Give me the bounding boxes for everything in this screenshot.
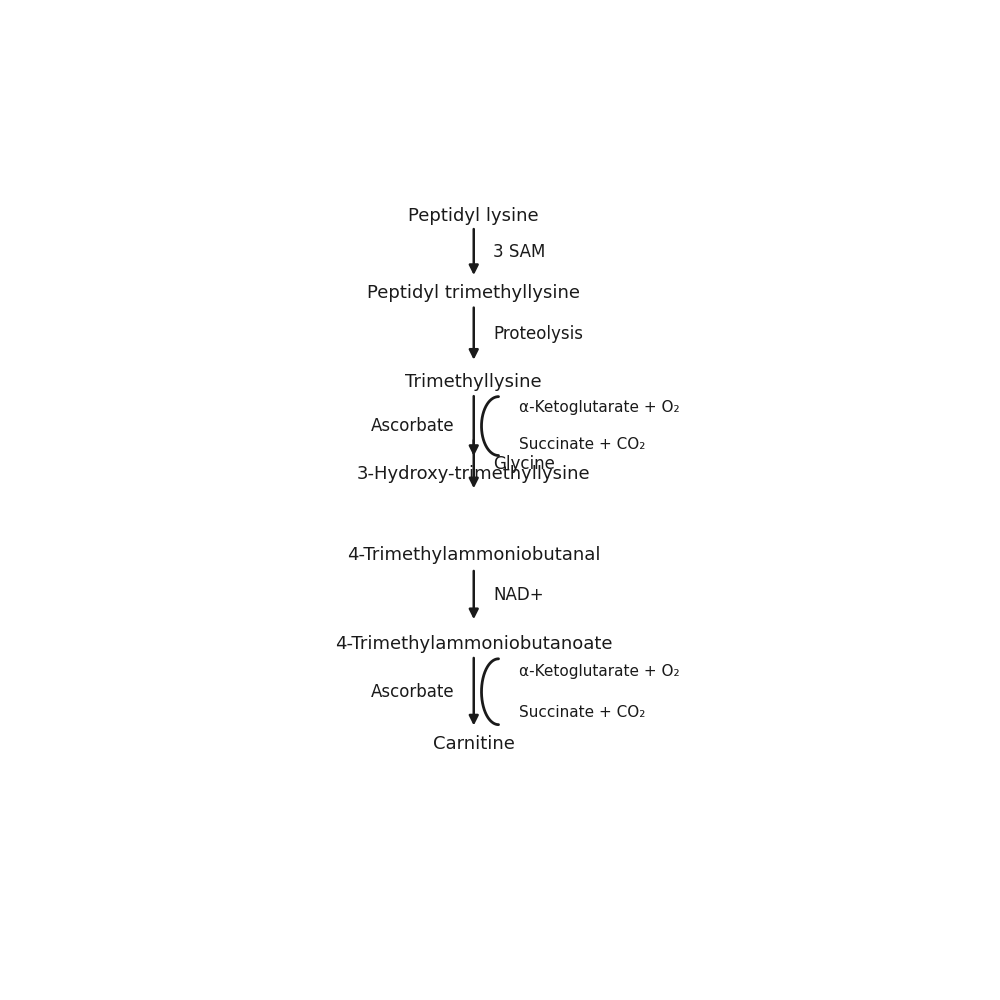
Text: NAD+: NAD+ (493, 586, 544, 604)
Text: Peptidyl lysine: Peptidyl lysine (408, 207, 539, 225)
Text: Trimethyllysine: Trimethyllysine (405, 373, 542, 391)
Text: Peptidyl trimethyllysine: Peptidyl trimethyllysine (367, 284, 580, 302)
Text: 3-Hydroxy-trimethyllysine: 3-Hydroxy-trimethyllysine (357, 465, 591, 483)
Text: Proteolysis: Proteolysis (493, 325, 583, 343)
Text: Carnitine: Carnitine (433, 735, 515, 753)
Text: α-Ketoglutarate + O₂: α-Ketoglutarate + O₂ (519, 664, 679, 679)
Text: 4-Trimethylammoniobutanal: 4-Trimethylammoniobutanal (347, 546, 600, 564)
Text: Succinate + CO₂: Succinate + CO₂ (519, 437, 645, 452)
Text: Ascorbate: Ascorbate (371, 683, 454, 701)
Text: Glycine: Glycine (493, 455, 555, 473)
Text: Succinate + CO₂: Succinate + CO₂ (519, 705, 645, 720)
Text: α-Ketoglutarate + O₂: α-Ketoglutarate + O₂ (519, 400, 679, 415)
Text: Ascorbate: Ascorbate (371, 417, 454, 435)
Text: 4-Trimethylammoniobutanoate: 4-Trimethylammoniobutanoate (335, 635, 612, 653)
Text: 3 SAM: 3 SAM (493, 243, 546, 261)
